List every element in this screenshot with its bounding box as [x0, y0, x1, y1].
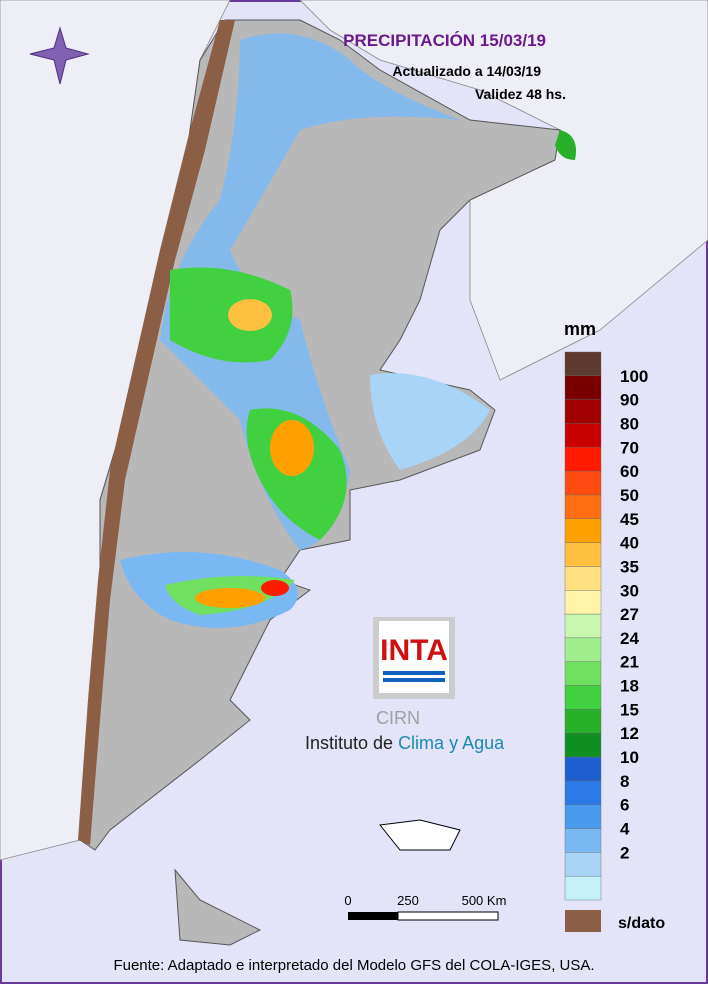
legend-label: 40 — [620, 534, 639, 553]
legend-label: 60 — [620, 462, 639, 481]
legend-label: 45 — [620, 510, 639, 529]
rain-area — [228, 299, 272, 331]
legend-swatch — [564, 542, 602, 567]
legend-swatch — [564, 447, 602, 472]
rain-area — [270, 420, 314, 476]
legend-swatch — [564, 566, 602, 591]
neighbors — [299, 0, 708, 381]
rain-area — [160, 33, 460, 551]
legend-unit: mm — [564, 319, 596, 339]
title: PRECIPITACIÓN 15/03/19 — [343, 31, 546, 50]
legend-swatch — [564, 590, 602, 615]
legend-swatch — [564, 399, 602, 424]
footer: Fuente: Adaptado e interpretado del Mode… — [113, 957, 594, 974]
legend-label: 24 — [620, 629, 639, 648]
logo-brand: INTA — [380, 634, 448, 667]
logo-unit: CIRN — [376, 708, 420, 728]
legend-label: 21 — [620, 653, 639, 672]
legend-label: 18 — [620, 677, 639, 696]
legend-label: 4 — [620, 820, 630, 839]
legend-label: 50 — [620, 486, 639, 505]
no-data-strip — [78, 20, 235, 845]
legend-swatch — [564, 375, 602, 400]
no-data-label: s/dato — [618, 915, 665, 932]
institute: Instituto de Clima y Agua — [305, 733, 505, 753]
legend-label: 15 — [620, 700, 639, 719]
legend-swatch — [564, 518, 602, 543]
institute-prefix: Instituto de — [305, 733, 398, 753]
rain-area — [370, 373, 490, 470]
legend-label: 6 — [620, 796, 629, 815]
legend-swatch — [564, 756, 602, 782]
legend-label: 70 — [620, 438, 639, 457]
legend-label: 35 — [620, 557, 639, 576]
scale-label: 250 — [397, 893, 419, 908]
updated: Actualizado a 14/03/19 — [392, 63, 541, 79]
logo-stripe — [383, 678, 445, 682]
legend-swatch — [564, 637, 602, 662]
malvinas — [379, 819, 461, 851]
legend-label: 30 — [620, 581, 639, 600]
legend: 100 90 80 70 60 50 45 40 35 30 27 24 21 18 15 12 10 8 6 4 2 — [564, 351, 648, 901]
legend-swatch — [564, 613, 602, 639]
legend-swatch — [564, 423, 602, 448]
legend-label: 10 — [620, 748, 639, 767]
rain-area — [261, 580, 289, 596]
legend-swatch — [564, 685, 602, 710]
no-data-swatch — [565, 910, 601, 932]
scale-bar — [348, 912, 398, 920]
legend-label: 80 — [620, 414, 639, 433]
legend-label: 100 — [620, 367, 648, 386]
legend-swatch — [564, 804, 602, 829]
institute-name: Clima y Agua — [398, 733, 505, 753]
scale-bar — [397, 911, 499, 921]
legend-swatch — [564, 351, 602, 377]
legend-swatch — [564, 661, 602, 686]
tierra-del-fuego — [174, 868, 262, 946]
legend-swatch — [564, 470, 602, 496]
legend-swatch — [564, 828, 602, 853]
legend-swatch — [564, 852, 602, 877]
legend-label: 90 — [620, 391, 639, 410]
legend-label: 12 — [620, 724, 639, 743]
legend-label: 2 — [620, 843, 629, 862]
legend-label: 8 — [620, 772, 629, 791]
legend-swatch — [564, 780, 602, 805]
rain-area — [195, 588, 265, 608]
compass-rose — [29, 26, 90, 85]
legend-label: 27 — [620, 605, 639, 624]
legend-swatch — [564, 875, 602, 901]
logo-stripe — [383, 671, 445, 675]
legend-swatch — [564, 494, 602, 519]
scale-label: 500 Km — [462, 893, 507, 908]
legend-swatch — [564, 733, 602, 758]
validity: Validez 48 hs. — [475, 86, 566, 102]
scale-label: 0 — [344, 893, 351, 908]
rain-area — [555, 130, 576, 160]
legend-swatch — [564, 709, 602, 734]
